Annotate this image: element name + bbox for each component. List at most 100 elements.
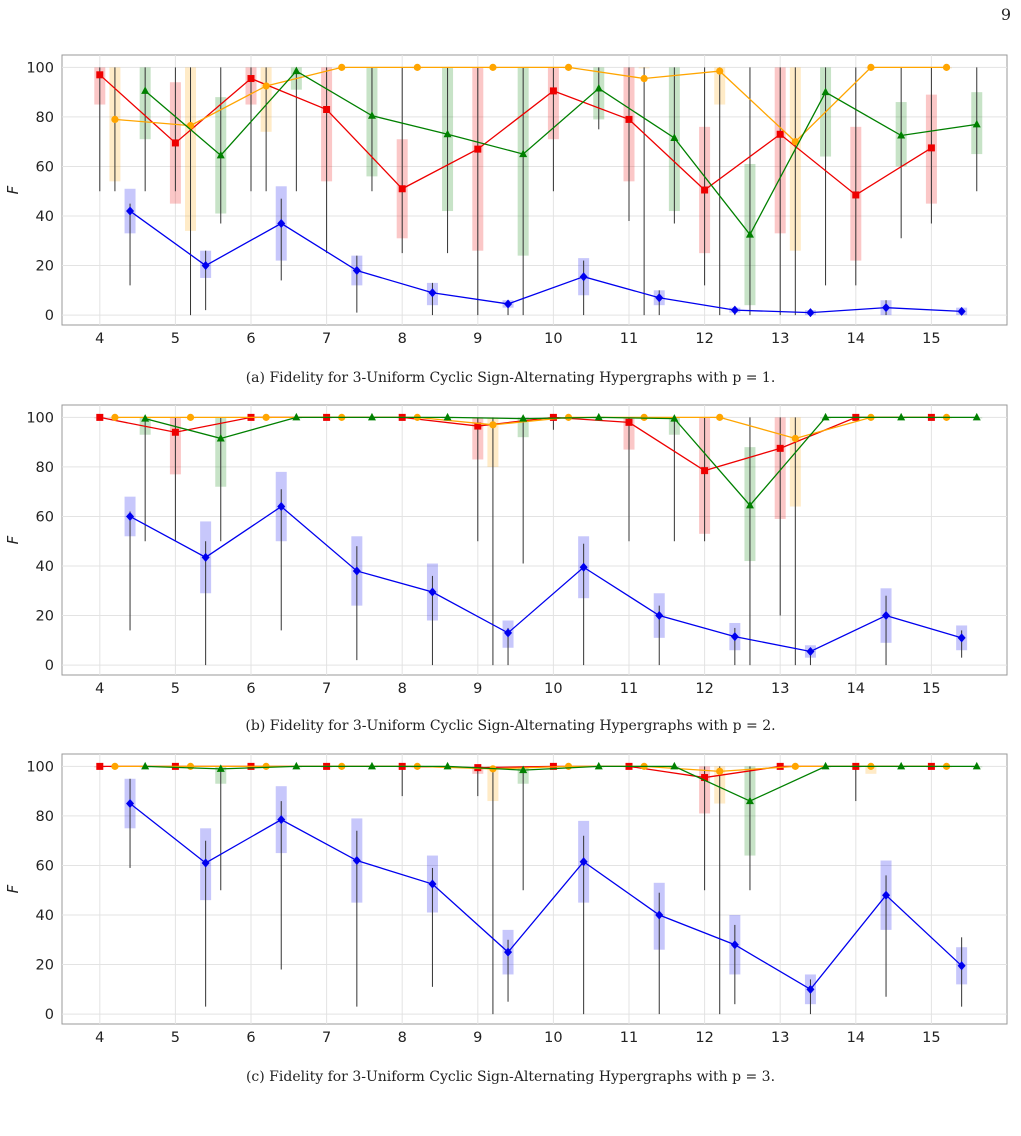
data-point <box>111 762 119 770</box>
data-point <box>579 857 588 867</box>
data-point <box>701 774 709 782</box>
x-axis-label: n <box>530 692 540 695</box>
data-point <box>640 74 648 83</box>
page-number: 9 <box>1000 5 1011 24</box>
x-tick-label: 14 <box>847 1030 865 1044</box>
data-point <box>897 412 906 421</box>
data-point <box>111 115 119 124</box>
data-point <box>897 761 906 770</box>
data-point <box>141 414 150 422</box>
iqr-box <box>865 766 877 774</box>
data-point <box>367 412 376 421</box>
x-tick-label: 6 <box>246 331 255 345</box>
data-point <box>701 186 709 194</box>
x-tick-label: 11 <box>620 681 638 695</box>
plot-area <box>61 54 1008 326</box>
data-point <box>806 646 815 656</box>
x-axis-label: n <box>530 342 540 345</box>
data-point <box>776 444 784 452</box>
data-point <box>171 139 179 147</box>
data-point <box>292 412 301 421</box>
data-point <box>730 305 739 315</box>
y-tick-label: 60 <box>36 858 54 874</box>
data-point <box>594 412 603 421</box>
data-point <box>141 761 150 770</box>
data-point <box>730 632 739 642</box>
x-tick-label: 6 <box>246 681 255 695</box>
data-point <box>549 413 557 421</box>
data-point <box>428 879 437 889</box>
data-point <box>428 288 437 298</box>
data-point <box>292 761 301 770</box>
data-point <box>882 611 891 621</box>
data-point <box>96 71 104 79</box>
data-point <box>277 502 286 512</box>
data-point <box>201 552 210 562</box>
y-tick-label: 20 <box>36 958 54 974</box>
y-tick-label: 40 <box>36 209 54 225</box>
data-point <box>367 761 376 770</box>
data-point <box>186 413 195 421</box>
data-point <box>443 129 452 138</box>
data-point <box>474 145 482 153</box>
data-point <box>443 761 452 770</box>
data-point <box>730 940 739 950</box>
data-point <box>126 799 135 809</box>
data-point <box>655 293 664 303</box>
data-point <box>367 111 376 119</box>
data-point <box>701 467 709 475</box>
data-point <box>262 82 270 90</box>
data-point <box>504 947 513 957</box>
data-point <box>791 138 799 146</box>
data-point <box>579 272 588 282</box>
series-line <box>114 765 947 772</box>
y-tick-label: 40 <box>36 559 54 575</box>
chart-c: 4 5 6 7 8 9 10 11 12 13 14 15 0 20 40 60 80 100 n F <box>4 753 1008 1044</box>
data-point <box>262 413 270 421</box>
series-line <box>145 765 977 802</box>
data-point <box>413 63 421 71</box>
y-tick-label: 20 <box>36 259 54 275</box>
data-point <box>352 266 361 276</box>
data-point <box>745 230 754 238</box>
chart-panel-b: 4 5 6 7 8 9 10 11 12 13 14 15 0 20 40 60 80 100 n F (b) Fid… <box>0 395 1021 734</box>
data-point <box>141 86 150 94</box>
data-point <box>670 761 679 770</box>
x-tick-label: 9 <box>473 1030 482 1044</box>
x-tick-label: 15 <box>922 331 940 345</box>
data-point <box>867 63 875 71</box>
data-point <box>670 133 679 141</box>
data-point <box>791 762 799 770</box>
data-point <box>474 422 482 430</box>
data-point <box>716 67 724 75</box>
data-point <box>776 130 784 138</box>
x-tick-label: 8 <box>398 681 407 695</box>
x-tick-label: 7 <box>322 681 331 695</box>
x-tick-label: 13 <box>771 331 789 345</box>
series-line <box>114 416 947 440</box>
data-point <box>594 83 603 92</box>
plot-area <box>61 404 1008 676</box>
data-point <box>186 762 195 770</box>
x-tick-label: 5 <box>171 681 180 695</box>
data-point <box>927 144 935 152</box>
x-tick-label: 5 <box>171 1030 180 1044</box>
chart-caption: (a) Fidelity for 3-Uniform Cyclic Sign-A… <box>245 370 776 386</box>
x-tick-label: 4 <box>95 681 104 695</box>
y-axis-label: F <box>4 535 22 544</box>
data-point <box>277 218 286 228</box>
x-tick-label: 10 <box>544 331 562 345</box>
data-point <box>504 628 513 638</box>
series-line <box>129 210 962 314</box>
x-tick-label: 8 <box>398 1030 407 1044</box>
data-point <box>489 63 497 71</box>
y-tick-label: 100 <box>26 410 54 426</box>
data-point <box>625 115 633 123</box>
y-tick-label: 60 <box>36 159 54 175</box>
x-tick-label: 10 <box>544 1030 562 1044</box>
data-point <box>519 149 528 158</box>
data-point <box>111 413 119 421</box>
x-tick-label: 11 <box>620 331 638 345</box>
data-point <box>594 761 603 770</box>
x-tick-label: 15 <box>922 1030 940 1044</box>
